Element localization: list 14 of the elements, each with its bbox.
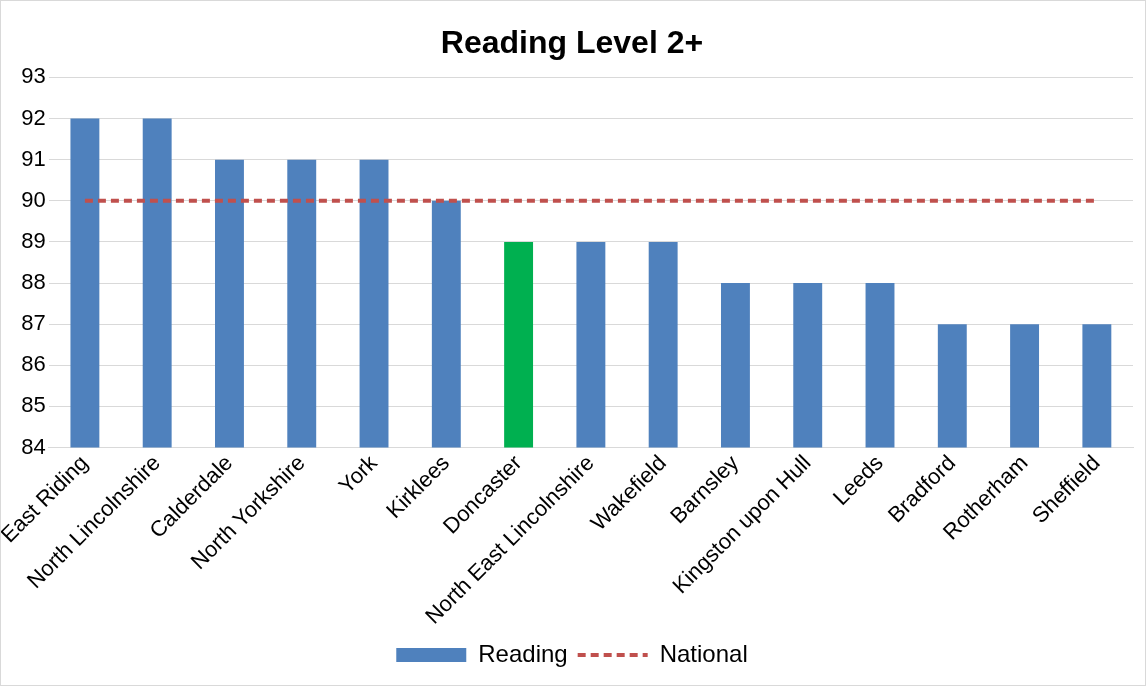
y-tick-label: 90 [21, 186, 46, 212]
x-tick-label: York [333, 449, 383, 499]
chart-title: Reading Level 2+ [440, 24, 704, 61]
y-tick-label: 92 [21, 104, 46, 130]
y-tick-label: 85 [21, 392, 46, 418]
legend-label: Reading [478, 639, 568, 667]
y-tick-label: 84 [21, 433, 46, 459]
y-tick-label: 91 [21, 145, 46, 171]
legend-label: National [659, 639, 748, 667]
y-tick-label: 87 [21, 310, 46, 336]
y-tick-label: 93 [21, 63, 46, 89]
y-tick-label: 89 [21, 227, 46, 253]
y-tick-label: 86 [21, 351, 46, 377]
y-tick-label: 88 [21, 269, 46, 295]
